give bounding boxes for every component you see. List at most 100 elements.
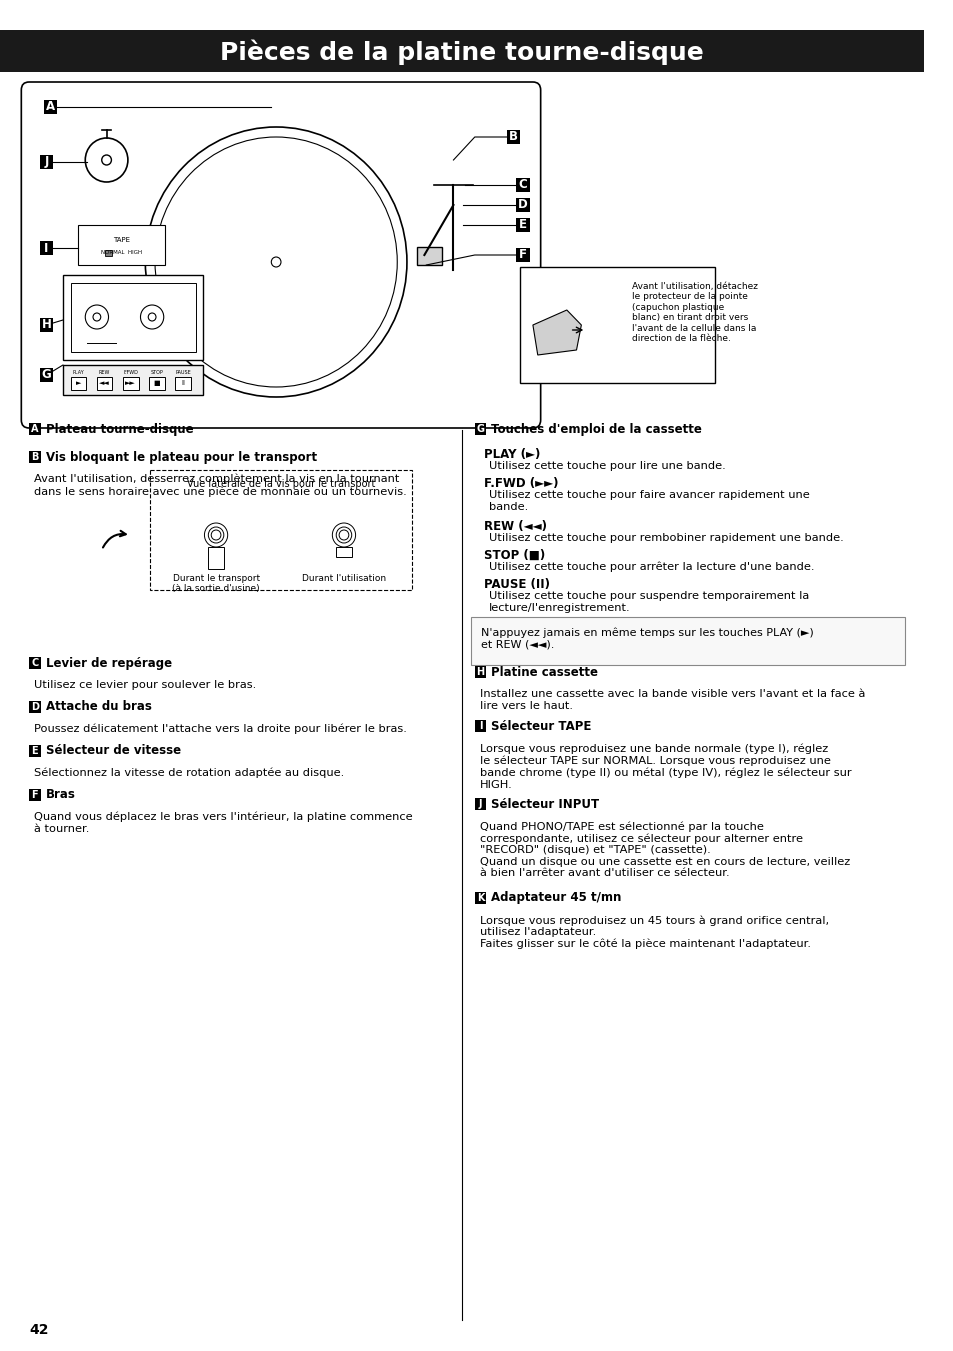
Text: Utilisez cette touche pour rembobiner rapidement une bande.: Utilisez cette touche pour rembobiner ra… [489,534,843,543]
Text: Installez une cassette avec la bande visible vers l'avant et la face à
lire vers: Installez une cassette avec la bande vis… [479,689,864,711]
Text: Attache du bras: Attache du bras [46,701,152,713]
Bar [71,377,86,390]
Text: I: I [478,721,482,731]
Text: TAPE: TAPE [112,236,130,243]
Text: E: E [518,219,527,231]
Text: Avant l'utilisation, desserrez complètement la vis en la tournant
dans le sens h: Avant l'utilisation, desserrez complètem… [34,474,406,497]
Circle shape [145,127,407,397]
Bar [63,276,203,359]
Text: Platine cassette: Platine cassette [491,666,598,678]
Text: A: A [31,424,38,434]
Text: II: II [181,380,185,386]
Circle shape [335,527,352,543]
Text: Bras: Bras [46,789,75,801]
Bar [105,250,112,255]
Text: Utilisez cette touche pour faire avancer rapidement une
bande.: Utilisez cette touche pour faire avancer… [489,490,809,512]
Circle shape [155,136,396,386]
Bar [516,249,530,262]
Text: B: B [31,453,38,462]
Circle shape [332,523,355,547]
Text: Avant l'utilisation, détachez
le protecteur de la pointe
(capuchon plastique
bla: Avant l'utilisation, détachez le protect… [632,282,758,343]
Bar [475,798,486,811]
Text: 42: 42 [29,1323,49,1337]
Bar [475,666,486,678]
Bar [516,178,530,192]
Text: ►: ► [75,380,81,386]
Text: Durant le transport
(à la sortie d'usine): Durant le transport (à la sortie d'usine… [172,574,259,593]
Text: F.FWD (►►): F.FWD (►►) [484,477,558,490]
Text: Vue latérale de la vis pour le transport: Vue latérale de la vis pour le transport [187,478,375,489]
Text: G: G [476,424,484,434]
Text: F.FWD: F.FWD [123,370,138,374]
Circle shape [271,257,281,267]
FancyBboxPatch shape [471,617,904,665]
Text: Utilisez cette touche pour suspendre temporairement la
lecture/l'enregistrement.: Utilisez cette touche pour suspendre tem… [489,590,809,612]
Bar [516,199,530,212]
Text: D: D [517,199,528,212]
Text: Touches d'emploi de la cassette: Touches d'emploi de la cassette [491,423,701,435]
Text: Lorsque vous reproduisez un 45 tours à grand orifice central,
utilisez l'adaptat: Lorsque vous reproduisez un 45 tours à g… [479,915,828,950]
Bar [175,377,191,390]
Text: Vis bloquant le plateau pour le transport: Vis bloquant le plateau pour le transpor… [46,450,316,463]
Circle shape [338,530,349,540]
Bar [416,247,441,265]
Circle shape [148,313,156,322]
Text: PLAY: PLAY [72,370,84,374]
Text: Sélectionnez la vitesse de rotation adaptée au disque.: Sélectionnez la vitesse de rotation adap… [34,767,344,778]
Text: C: C [31,658,38,667]
Text: STOP: STOP [151,370,163,374]
Circle shape [93,313,101,322]
Text: F: F [31,790,38,800]
Text: E: E [31,746,38,757]
Bar [40,317,53,332]
Bar [40,367,53,382]
Bar [29,423,41,435]
Circle shape [204,523,228,547]
Text: A: A [46,100,55,113]
Text: Utilisez cette touche pour arrêter la lecture d'une bande.: Utilisez cette touche pour arrêter la le… [489,562,814,573]
Circle shape [85,305,109,330]
Text: Lorsque vous reproduisez une bande normale (type I), réglez
le sélecteur TAPE su: Lorsque vous reproduisez une bande norma… [479,743,850,789]
Bar [63,365,203,394]
Text: PLAY (►): PLAY (►) [484,449,540,461]
FancyBboxPatch shape [0,30,923,72]
Text: Durant l'utilisation: Durant l'utilisation [301,574,386,584]
Bar [29,789,41,801]
FancyBboxPatch shape [519,267,715,382]
Text: STOP (■): STOP (■) [484,549,545,562]
Text: Levier de repérage: Levier de repérage [46,657,172,670]
Text: NORMAL  HIGH: NORMAL HIGH [100,250,142,254]
Polygon shape [533,309,580,355]
Bar [475,892,486,904]
Text: H: H [476,667,484,677]
Text: PAUSE (II): PAUSE (II) [484,578,550,590]
Text: REW (◄◄): REW (◄◄) [484,520,547,534]
Text: ■: ■ [153,380,160,386]
Text: D: D [30,703,39,712]
Text: Utilisez ce levier pour soulever le bras.: Utilisez ce levier pour soulever le bras… [34,680,256,690]
FancyBboxPatch shape [21,82,540,428]
Text: C: C [518,178,527,192]
Text: Quand vous déplacez le bras vers l'intérieur, la platine commence
à tourner.: Quand vous déplacez le bras vers l'intér… [34,812,412,834]
Text: Sélecteur INPUT: Sélecteur INPUT [491,797,598,811]
Bar [123,377,138,390]
Circle shape [208,527,224,543]
Text: ►►: ►► [125,380,136,386]
Bar [29,701,41,713]
Text: ◄◄: ◄◄ [99,380,110,386]
Text: Poussez délicatement l'attache vers la droite pour libérer le bras.: Poussez délicatement l'attache vers la d… [34,724,406,735]
Bar [475,720,486,732]
Text: Adaptateur 45 t/mn: Adaptateur 45 t/mn [491,892,621,905]
Bar [40,155,53,169]
Text: REW: REW [99,370,111,374]
Text: J: J [44,155,49,169]
Text: PAUSE: PAUSE [175,370,191,374]
Bar [335,547,352,557]
Text: H: H [42,319,51,331]
Text: Pièces de la platine tourne-disque: Pièces de la platine tourne-disque [220,39,703,65]
Bar [208,547,224,569]
Circle shape [140,305,164,330]
Circle shape [211,530,221,540]
Bar [149,377,165,390]
Text: B: B [509,131,517,143]
